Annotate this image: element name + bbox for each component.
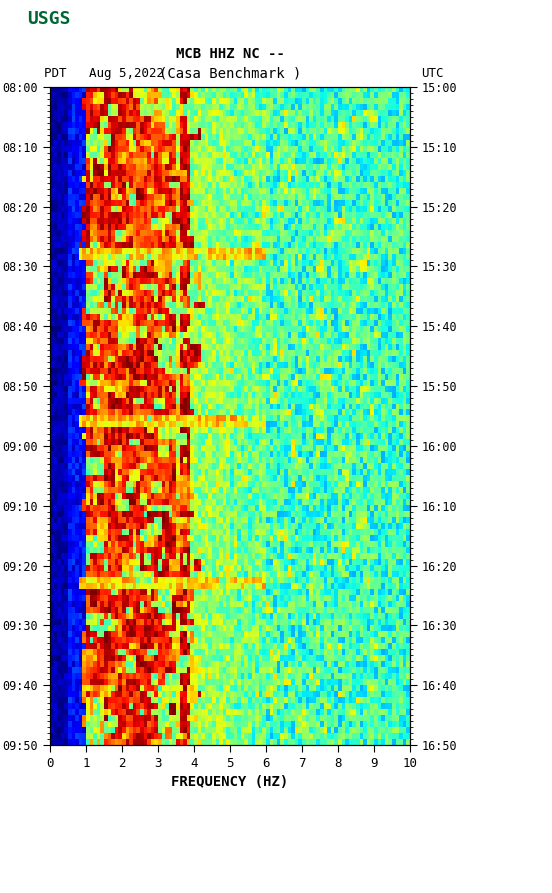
X-axis label: FREQUENCY (HZ): FREQUENCY (HZ)	[171, 775, 289, 789]
Text: (Casa Benchmark ): (Casa Benchmark )	[159, 66, 301, 80]
Text: USGS: USGS	[28, 10, 71, 28]
Text: UTC: UTC	[421, 67, 444, 79]
Text: MCB HHZ NC --: MCB HHZ NC --	[176, 46, 284, 61]
Text: PDT   Aug 5,2022: PDT Aug 5,2022	[45, 67, 164, 79]
